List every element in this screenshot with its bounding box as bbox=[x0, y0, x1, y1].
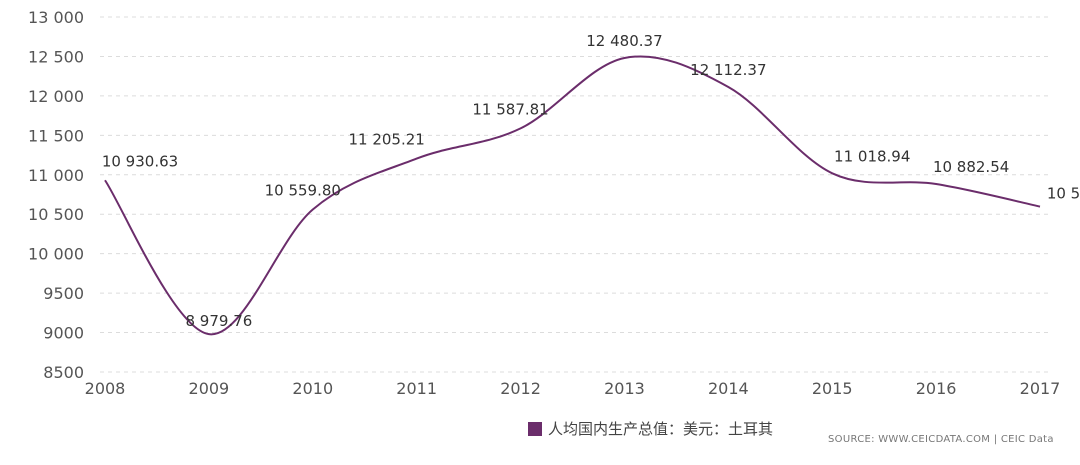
data-label: 10 882.54 bbox=[933, 158, 1009, 176]
y-axis-ticks: 8500 9000 9500 10 000 10 500 11 000 11 500 12 0… bbox=[28, 8, 84, 382]
y-tick-label: 10 500 bbox=[28, 205, 84, 224]
series-line bbox=[104, 55, 1041, 336]
data-label: 11 205.21 bbox=[348, 131, 424, 149]
series-layer bbox=[104, 55, 1041, 336]
y-tick-label: 10 000 bbox=[28, 245, 84, 264]
y-tick-label: 12 500 bbox=[28, 47, 84, 66]
legend-label: 人均国内生产总值：美元：土耳其 bbox=[548, 420, 773, 438]
y-tick-label: 11 500 bbox=[28, 126, 84, 145]
data-label: 12 112.37 bbox=[690, 61, 766, 79]
source-note: SOURCE: WWW.CEICDATA.COM | CEIC Data bbox=[828, 434, 1054, 445]
legend: 人均国内生产总值：美元：土耳其 bbox=[528, 420, 773, 438]
y-tick-label: 13 000 bbox=[28, 8, 84, 27]
x-tick-label: 2010 bbox=[292, 379, 333, 398]
y-tick-label: 8500 bbox=[43, 363, 84, 382]
data-label: 8 979.76 bbox=[185, 312, 252, 330]
x-tick-label: 2008 bbox=[85, 379, 126, 398]
x-tick-label: 2011 bbox=[396, 379, 437, 398]
data-label: 10 559.80 bbox=[265, 182, 341, 200]
x-axis-ticks: 2008 2009 2010 2011 2012 2013 2014 2015 2016 2017 bbox=[85, 379, 1061, 398]
x-tick-label: 2013 bbox=[604, 379, 645, 398]
x-tick-label: 2009 bbox=[189, 379, 230, 398]
x-tick-label: 2014 bbox=[708, 379, 749, 398]
data-label: 11 018.94 bbox=[834, 147, 910, 165]
x-tick-label: 2012 bbox=[500, 379, 541, 398]
data-labels: 10 930.63 8 979.76 10 559.80 11 205.21 11 58… bbox=[102, 32, 1080, 330]
x-tick-label: 2015 bbox=[812, 379, 853, 398]
data-label: 10 596.61 bbox=[1047, 185, 1080, 203]
y-tick-label: 9500 bbox=[43, 284, 84, 303]
data-label: 10 930.63 bbox=[102, 152, 178, 170]
y-tick-label: 9000 bbox=[43, 324, 84, 343]
y-tick-label: 11 000 bbox=[28, 166, 84, 185]
x-tick-label: 2016 bbox=[916, 379, 957, 398]
y-tick-label: 12 000 bbox=[28, 87, 84, 106]
legend-swatch bbox=[528, 422, 542, 436]
data-label: 12 480.37 bbox=[586, 32, 662, 50]
grid bbox=[100, 16, 1050, 373]
data-label: 11 587.81 bbox=[472, 100, 548, 118]
x-tick-label: 2017 bbox=[1020, 379, 1061, 398]
